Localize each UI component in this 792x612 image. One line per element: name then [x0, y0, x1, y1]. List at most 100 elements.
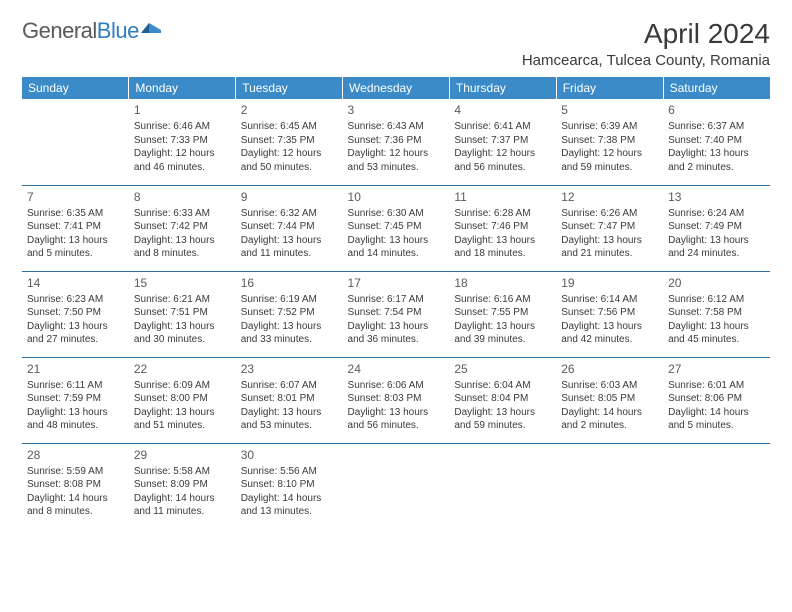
cell-text: Sunrise: 6:12 AM [668, 293, 765, 307]
day-header: Tuesday [236, 77, 343, 99]
day-header: Friday [556, 77, 663, 99]
cell-text: Daylight: 13 hours [348, 234, 445, 248]
logo-text-1: General [22, 18, 97, 44]
calendar-head: SundayMondayTuesdayWednesdayThursdayFrid… [22, 77, 770, 99]
day-number: 14 [27, 275, 124, 291]
cell-text: Sunrise: 6:37 AM [668, 120, 765, 134]
cell-text: Sunset: 8:00 PM [134, 392, 231, 406]
cell-text: Sunrise: 6:06 AM [348, 379, 445, 393]
logo: GeneralBlue [22, 18, 163, 44]
cell-text: Sunset: 7:51 PM [134, 306, 231, 320]
day-number: 17 [348, 275, 445, 291]
cell-text: Daylight: 14 hours [668, 406, 765, 420]
cell-text: Daylight: 13 hours [668, 320, 765, 334]
cell-text: and 5 minutes. [668, 419, 765, 433]
day-number: 28 [27, 447, 124, 463]
day-number: 18 [454, 275, 551, 291]
cell-text: Sunset: 8:06 PM [668, 392, 765, 406]
day-number: 9 [241, 189, 338, 205]
calendar-cell [449, 443, 556, 529]
calendar-cell: 16Sunrise: 6:19 AMSunset: 7:52 PMDayligh… [236, 271, 343, 357]
cell-text: Sunrise: 6:14 AM [561, 293, 658, 307]
calendar-cell: 7Sunrise: 6:35 AMSunset: 7:41 PMDaylight… [22, 185, 129, 271]
calendar-cell: 13Sunrise: 6:24 AMSunset: 7:49 PMDayligh… [663, 185, 770, 271]
cell-text: Sunrise: 6:07 AM [241, 379, 338, 393]
cell-text: and 18 minutes. [454, 247, 551, 261]
cell-text: and 59 minutes. [454, 419, 551, 433]
cell-text: and 2 minutes. [561, 419, 658, 433]
day-number: 6 [668, 102, 765, 118]
cell-text: and 33 minutes. [241, 333, 338, 347]
day-number: 5 [561, 102, 658, 118]
day-number: 21 [27, 361, 124, 377]
calendar-cell [663, 443, 770, 529]
cell-text: and 39 minutes. [454, 333, 551, 347]
calendar-row: 7Sunrise: 6:35 AMSunset: 7:41 PMDaylight… [22, 185, 770, 271]
header: GeneralBlue April 2024 Hamcearca, Tulcea… [22, 18, 770, 69]
cell-text: Sunrise: 6:01 AM [668, 379, 765, 393]
cell-text: Sunrise: 6:35 AM [27, 207, 124, 221]
calendar-cell: 8Sunrise: 6:33 AMSunset: 7:42 PMDaylight… [129, 185, 236, 271]
day-header: Saturday [663, 77, 770, 99]
cell-text: Daylight: 12 hours [454, 147, 551, 161]
calendar-cell: 28Sunrise: 5:59 AMSunset: 8:08 PMDayligh… [22, 443, 129, 529]
cell-text: Sunrise: 6:16 AM [454, 293, 551, 307]
cell-text: and 30 minutes. [134, 333, 231, 347]
day-number: 2 [241, 102, 338, 118]
cell-text: and 21 minutes. [561, 247, 658, 261]
cell-text: Sunset: 7:44 PM [241, 220, 338, 234]
day-number: 13 [668, 189, 765, 205]
cell-text: Sunrise: 6:46 AM [134, 120, 231, 134]
day-header: Thursday [449, 77, 556, 99]
day-number: 15 [134, 275, 231, 291]
cell-text: Daylight: 13 hours [668, 234, 765, 248]
cell-text: Sunrise: 6:23 AM [27, 293, 124, 307]
cell-text: Daylight: 13 hours [134, 320, 231, 334]
day-number: 4 [454, 102, 551, 118]
cell-text: Sunset: 7:33 PM [134, 134, 231, 148]
cell-text: Sunset: 8:03 PM [348, 392, 445, 406]
cell-text: Sunset: 7:37 PM [454, 134, 551, 148]
cell-text: Sunset: 8:05 PM [561, 392, 658, 406]
cell-text: Sunrise: 6:21 AM [134, 293, 231, 307]
cell-text: and 53 minutes. [348, 161, 445, 175]
cell-text: and 36 minutes. [348, 333, 445, 347]
cell-text: Daylight: 12 hours [134, 147, 231, 161]
cell-text: Daylight: 13 hours [561, 234, 658, 248]
calendar-row: 1Sunrise: 6:46 AMSunset: 7:33 PMDaylight… [22, 99, 770, 185]
day-number: 16 [241, 275, 338, 291]
cell-text: Sunrise: 6:30 AM [348, 207, 445, 221]
cell-text: Sunrise: 6:24 AM [668, 207, 765, 221]
cell-text: Sunset: 7:41 PM [27, 220, 124, 234]
cell-text: Daylight: 13 hours [561, 320, 658, 334]
calendar-cell: 30Sunrise: 5:56 AMSunset: 8:10 PMDayligh… [236, 443, 343, 529]
day-number: 3 [348, 102, 445, 118]
cell-text: Sunrise: 6:03 AM [561, 379, 658, 393]
cell-text: and 24 minutes. [668, 247, 765, 261]
day-number: 10 [348, 189, 445, 205]
cell-text: Daylight: 13 hours [454, 234, 551, 248]
day-number: 29 [134, 447, 231, 463]
calendar-cell: 10Sunrise: 6:30 AMSunset: 7:45 PMDayligh… [343, 185, 450, 271]
day-number: 24 [348, 361, 445, 377]
cell-text: Daylight: 13 hours [668, 147, 765, 161]
cell-text: Sunrise: 5:58 AM [134, 465, 231, 479]
cell-text: Daylight: 13 hours [27, 234, 124, 248]
cell-text: and 45 minutes. [668, 333, 765, 347]
cell-text: Daylight: 13 hours [348, 406, 445, 420]
calendar-cell: 23Sunrise: 6:07 AMSunset: 8:01 PMDayligh… [236, 357, 343, 443]
calendar-table: SundayMondayTuesdayWednesdayThursdayFrid… [22, 77, 770, 529]
calendar-cell [22, 99, 129, 185]
day-number: 25 [454, 361, 551, 377]
cell-text: Daylight: 13 hours [134, 234, 231, 248]
cell-text: and 51 minutes. [134, 419, 231, 433]
day-number: 26 [561, 361, 658, 377]
cell-text: Sunset: 8:10 PM [241, 478, 338, 492]
cell-text: Daylight: 13 hours [134, 406, 231, 420]
day-number: 8 [134, 189, 231, 205]
calendar-cell: 5Sunrise: 6:39 AMSunset: 7:38 PMDaylight… [556, 99, 663, 185]
calendar-row: 21Sunrise: 6:11 AMSunset: 7:59 PMDayligh… [22, 357, 770, 443]
cell-text: Daylight: 13 hours [241, 320, 338, 334]
cell-text: and 11 minutes. [241, 247, 338, 261]
cell-text: Sunrise: 5:56 AM [241, 465, 338, 479]
